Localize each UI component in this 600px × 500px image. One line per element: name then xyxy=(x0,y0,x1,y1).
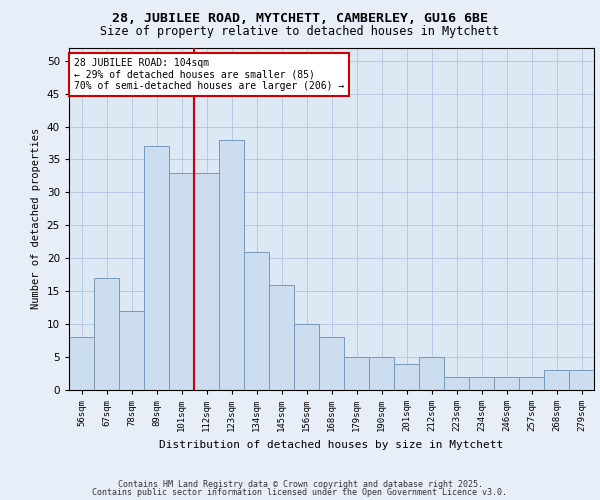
Bar xyxy=(394,364,419,390)
Bar xyxy=(319,338,344,390)
Bar xyxy=(519,377,544,390)
Bar xyxy=(219,140,244,390)
Bar xyxy=(94,278,119,390)
Bar xyxy=(444,377,469,390)
Bar xyxy=(494,377,519,390)
Bar xyxy=(269,284,294,390)
Bar xyxy=(194,172,219,390)
Text: Contains public sector information licensed under the Open Government Licence v3: Contains public sector information licen… xyxy=(92,488,508,497)
Bar xyxy=(469,377,494,390)
Y-axis label: Number of detached properties: Number of detached properties xyxy=(31,128,41,310)
Text: Contains HM Land Registry data © Crown copyright and database right 2025.: Contains HM Land Registry data © Crown c… xyxy=(118,480,482,489)
Bar xyxy=(169,172,194,390)
Bar xyxy=(344,357,369,390)
Bar xyxy=(244,252,269,390)
Text: 28 JUBILEE ROAD: 104sqm
← 29% of detached houses are smaller (85)
70% of semi-de: 28 JUBILEE ROAD: 104sqm ← 29% of detache… xyxy=(74,58,344,91)
Bar xyxy=(419,357,444,390)
Bar xyxy=(69,338,94,390)
Text: 28, JUBILEE ROAD, MYTCHETT, CAMBERLEY, GU16 6BE: 28, JUBILEE ROAD, MYTCHETT, CAMBERLEY, G… xyxy=(112,12,488,26)
Bar xyxy=(544,370,569,390)
Text: Size of property relative to detached houses in Mytchett: Size of property relative to detached ho… xyxy=(101,25,499,38)
Bar xyxy=(144,146,169,390)
Bar xyxy=(569,370,594,390)
X-axis label: Distribution of detached houses by size in Mytchett: Distribution of detached houses by size … xyxy=(160,440,503,450)
Bar xyxy=(119,311,144,390)
Bar xyxy=(294,324,319,390)
Bar xyxy=(369,357,394,390)
